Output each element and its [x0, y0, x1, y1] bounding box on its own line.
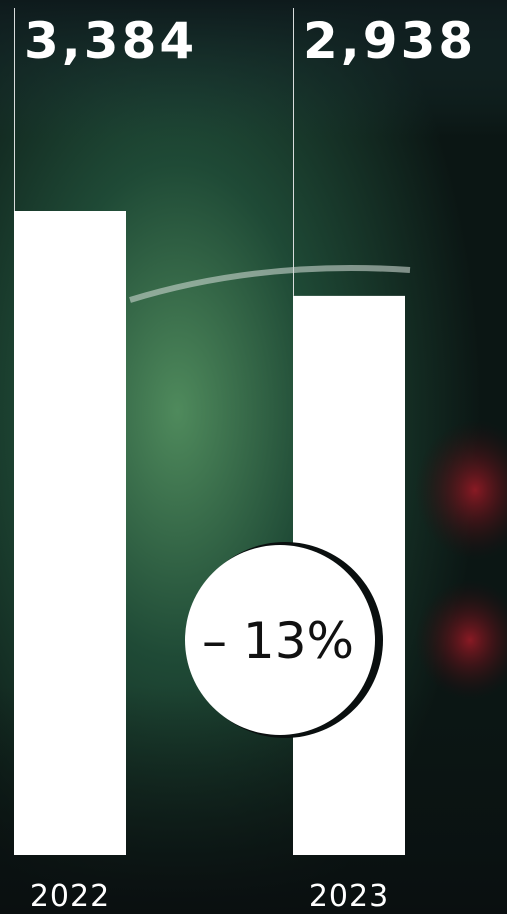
value-label: 3,384	[24, 12, 197, 70]
x-tick-label: 2022	[30, 879, 110, 914]
bar	[14, 211, 126, 855]
x-tick-label: 2023	[309, 879, 389, 914]
annotation: – 13%	[202, 612, 354, 670]
value-label: 2,938	[303, 12, 476, 70]
change-badge: – 13%	[185, 542, 383, 738]
badge	[185, 545, 375, 735]
